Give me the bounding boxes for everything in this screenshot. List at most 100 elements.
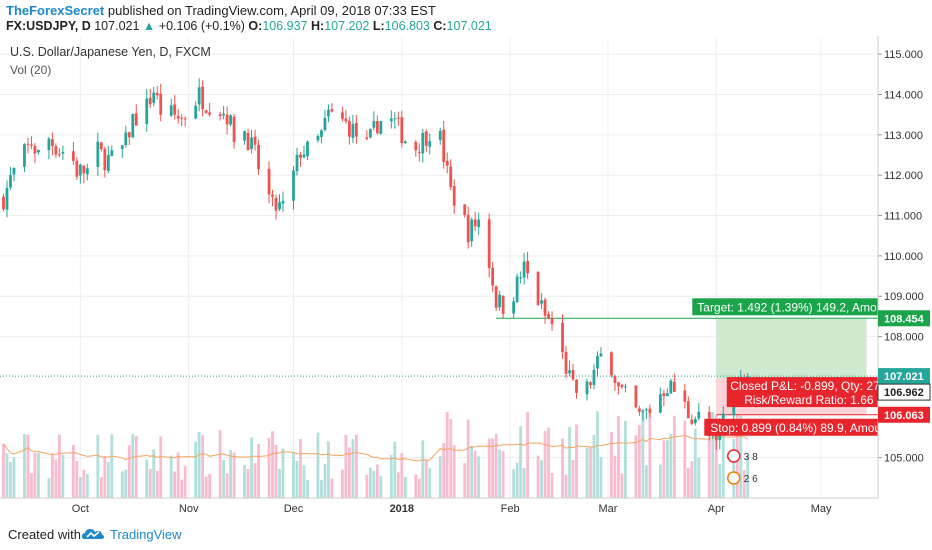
volume-indicator-label: Vol (20)	[10, 63, 51, 77]
pnl-label-box[interactable]	[726, 377, 878, 408]
candle-body	[23, 144, 26, 167]
volume-bar	[204, 476, 208, 498]
event-flag-icon[interactable]	[726, 471, 741, 485]
volume-bar	[37, 452, 40, 498]
candle-body	[37, 149, 40, 153]
volume-bar	[155, 470, 159, 498]
candle-body	[396, 117, 400, 119]
volume-bar	[491, 438, 495, 498]
candle-body	[148, 97, 152, 105]
volume-bar	[498, 449, 502, 498]
target-label-box[interactable]	[692, 298, 878, 316]
volume-bar	[739, 415, 743, 498]
candle-body	[33, 145, 37, 154]
candle-body	[617, 382, 620, 387]
volume-bar	[620, 473, 624, 498]
price-chart[interactable]: Target: 1.492 (1.39%) 149.2, Amoun Stop: …	[0, 36, 932, 518]
volume-bar	[718, 463, 722, 498]
candle-body	[194, 105, 198, 119]
volume-bar	[400, 453, 404, 498]
stop-label-box[interactable]	[704, 418, 878, 436]
volume-bar	[257, 444, 260, 498]
event-count-top: 3 8	[744, 452, 758, 463]
volume-bar	[417, 478, 421, 498]
candle-body	[693, 419, 697, 424]
volume-bar	[522, 468, 526, 498]
volume-bar	[292, 452, 295, 498]
volume-bar	[599, 457, 603, 498]
volume-bar	[127, 445, 131, 498]
chart-area[interactable]: Target: 1.492 (1.39%) 149.2, Amoun Stop: …	[0, 36, 932, 518]
candle-body	[204, 110, 208, 113]
event-flag-icon[interactable]	[726, 449, 741, 463]
volume-bar	[316, 432, 320, 498]
volume-bar	[23, 433, 26, 498]
low-label: L:	[372, 19, 385, 33]
volume-bar	[592, 434, 596, 498]
tradingview-brand[interactable]: TradingView	[110, 527, 182, 542]
candle-body	[690, 419, 694, 424]
price-tick-label: 108.000	[884, 332, 924, 344]
candle-body	[438, 130, 442, 141]
stop-price-tag: 106.063	[884, 410, 924, 422]
volume-bar	[515, 462, 519, 498]
candle-body	[449, 166, 453, 188]
volume-bar	[267, 437, 271, 498]
volume-bar	[229, 450, 233, 498]
volume-bar	[302, 465, 306, 498]
volume-bar	[222, 459, 226, 498]
candle-body	[487, 219, 491, 269]
candle-body	[58, 154, 61, 156]
candle-body	[672, 381, 676, 392]
volume-bar	[617, 415, 620, 498]
candle-body	[267, 168, 271, 195]
volume-bar	[159, 436, 163, 498]
last-price-tag-box	[878, 368, 930, 385]
volume-bar	[683, 420, 687, 498]
candle-body	[575, 379, 578, 393]
candle-body	[697, 411, 701, 419]
candle-body	[243, 131, 246, 141]
volume-bar	[225, 473, 229, 498]
candle-body	[540, 300, 543, 304]
low-value: 106.803	[384, 19, 430, 33]
candle-body	[686, 401, 690, 419]
volume-bar	[176, 452, 180, 498]
volume-bar	[124, 469, 128, 498]
candle-body	[662, 393, 666, 397]
volume-bar	[5, 453, 9, 498]
target-zone[interactable]	[716, 318, 867, 379]
volume-bar	[438, 456, 442, 498]
volume-bar	[145, 459, 149, 498]
event-count-bottom: 2 6	[744, 474, 758, 485]
volume-bar	[697, 457, 701, 498]
tradingview-cloud-icon[interactable]	[82, 527, 104, 541]
candle-body	[477, 219, 481, 227]
publisher-name[interactable]: TheForexSecret	[6, 3, 105, 18]
candle-body	[169, 105, 173, 116]
volume-bar	[613, 455, 617, 498]
volume-bar	[2, 443, 5, 498]
volume-bar	[487, 438, 491, 498]
candle-body	[613, 376, 617, 384]
candle-body	[463, 204, 467, 216]
candle-body	[30, 144, 33, 146]
volume-bar	[403, 476, 407, 498]
candle-body	[232, 116, 236, 143]
volume-bar	[295, 460, 299, 498]
candle-body	[379, 121, 383, 135]
candle-body	[564, 351, 568, 374]
volume-bar	[26, 434, 30, 498]
candle-body	[428, 141, 432, 147]
candle-body	[12, 167, 16, 175]
candle-body	[414, 141, 418, 151]
candle-body	[592, 369, 596, 386]
volume-bar	[568, 426, 571, 498]
candle-body	[519, 277, 523, 279]
candle-body	[354, 122, 358, 137]
candle-body	[201, 86, 205, 110]
candle-body	[159, 93, 163, 115]
volume-bar	[348, 447, 351, 498]
candle-body	[351, 124, 355, 138]
volume-bar	[501, 451, 505, 498]
